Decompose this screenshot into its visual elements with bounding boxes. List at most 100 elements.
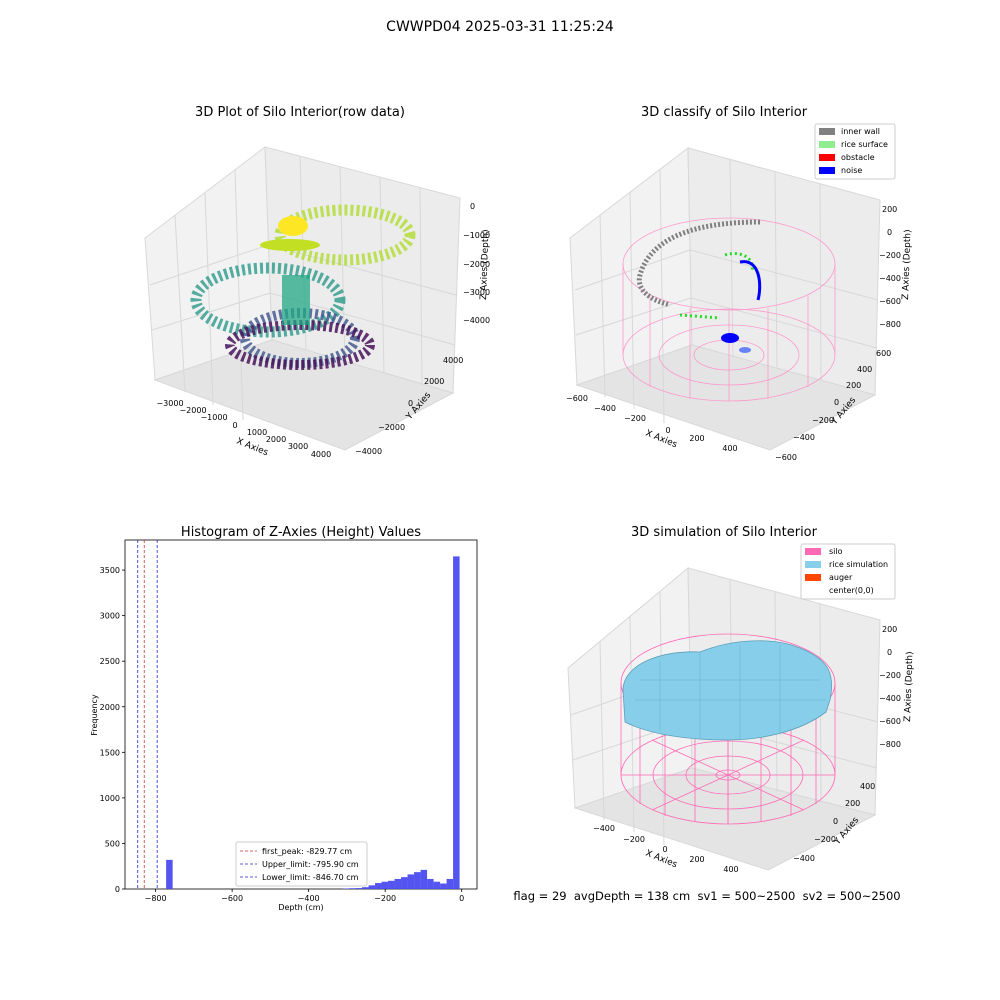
x-tick: −2000 [179,406,206,415]
legend-label: noise [841,166,862,175]
z-tick: 200 [882,625,897,634]
histogram-bar [427,878,434,889]
y-tick: −4000 [355,447,382,456]
x-tick: 400 [723,865,738,874]
axes-panes [144,146,461,451]
histogram-bar [420,869,428,889]
y-tick-label: 500 [105,839,120,848]
x-axis-label: Depth (cm) [278,903,323,912]
x-tick: −3000 [156,399,183,408]
z-axis-label: Z Axies (Depth) [901,229,913,300]
y-tick: 600 [876,349,891,358]
x-tick: 200 [689,855,704,864]
z-axis-label: Z Axies (Depth) [479,229,491,300]
floor-pane [573,767,877,871]
x-tick: 4000 [311,450,331,459]
y-tick-label: 2000 [100,703,120,712]
histogram-bar [440,883,447,889]
y-tick-label: 3000 [100,612,120,621]
x-tick: 2000 [266,435,286,444]
x-tick-label: −200 [374,894,396,903]
histogram-bar [375,883,382,889]
scatter-cloud-peak [278,216,308,236]
y-tick: 0 [834,398,839,407]
histogram-bar [368,885,376,889]
legend-label: obstacle [841,153,875,162]
noise-cluster [721,333,739,343]
legend-frame [235,841,368,887]
panel-raw-data: 3D Plot of Silo Interior(row data) −3000… [144,105,491,459]
x-tick: −400 [593,824,615,833]
x-axis-label: X Axies [235,437,270,459]
x-tick: −600 [566,394,588,403]
x-tick: 3000 [288,442,308,451]
legend-swatch-rice-surface [819,141,835,148]
y-tick: −200 [814,835,836,844]
legend-label: auger [829,573,853,582]
panel-title: 3D Plot of Silo Interior(row data) [195,105,405,120]
axis-labels: −3000 −2000 −1000 0 1000 2000 3000 4000 … [156,202,491,459]
legend-label: first_peak: -829.77 cm [262,847,352,856]
y-tick-label: 3500 [100,566,120,575]
floor-pane [153,339,455,451]
legend-label: rice surface [841,140,888,149]
panel-classify: 3D classify of Silo Interior [566,105,913,462]
noise-cluster [739,347,751,353]
panel-title: 3D simulation of Silo Interior [631,525,818,540]
legend-label: Upper_limit: -795.90 cm [262,860,359,869]
x-tick-label: −600 [221,894,243,903]
legend-label: center(0,0) [829,586,874,595]
x-tick: 0 [662,845,667,854]
legend-label: Lower_limit: -846.70 cm [262,873,359,882]
histogram-bar [388,880,395,889]
rice-surface-points [679,252,754,320]
histogram-bar [414,872,421,889]
histogram-bar [166,859,173,889]
histogram-bar [349,888,356,889]
histogram-bar [381,881,389,889]
legend-swatch-silo [805,548,821,555]
panel-title: Histogram of Z-Axies (Height) Values [181,525,421,540]
z-tick: −400 [879,274,901,283]
z-axis-label: Z Axies (Depth) [903,651,915,722]
x-tick-label: −400 [298,894,320,903]
classified-points [636,219,762,353]
y-tick: −400 [793,433,815,442]
legend-swatch-inner-wall [819,128,835,135]
y-tick: 200 [845,799,860,808]
rice-simulation-mesh [635,645,826,740]
scatter-cloud [190,204,416,370]
reference-lines [137,540,158,889]
histogram-bars [166,556,460,889]
legend-frame [800,543,896,600]
histogram-bar [394,878,402,889]
histogram-bar [355,888,363,889]
y-ticks: 0 500 1000 1500 2000 2500 3000 3500 [100,566,125,894]
legend-label: silo [829,547,843,556]
x-tick: −1000 [200,413,227,422]
y-tick: −200 [812,416,834,425]
y-tick: 200 [846,381,861,390]
scatter-core-column [282,275,310,325]
histogram-bar [453,556,460,889]
z-tick: 0 [887,648,892,657]
histogram-bar [407,874,415,889]
y-axis-label: Frequency [90,694,99,736]
plot-area [124,539,478,890]
y-tick: 2000 [424,377,444,386]
legend-label: rice simulation [829,560,888,569]
z-tick: −4000 [463,316,490,325]
legend-label: inner wall [841,127,880,136]
y-tick-label: 0 [115,885,120,894]
y-tick-label: 1500 [100,748,120,757]
histogram-bar [433,881,441,889]
x-tick: 400 [722,444,737,453]
noise-points [739,260,762,301]
x-ticks: −800 −600 −400 −200 0 [145,889,464,903]
legend-swatch-noise [819,167,835,174]
x-axis-label: X Axies [644,849,679,871]
y-tick: 4000 [443,356,463,365]
panel-title: 3D classify of Silo Interior [641,105,808,120]
histogram-bar [446,878,454,889]
y-tick: 0 [833,817,838,826]
